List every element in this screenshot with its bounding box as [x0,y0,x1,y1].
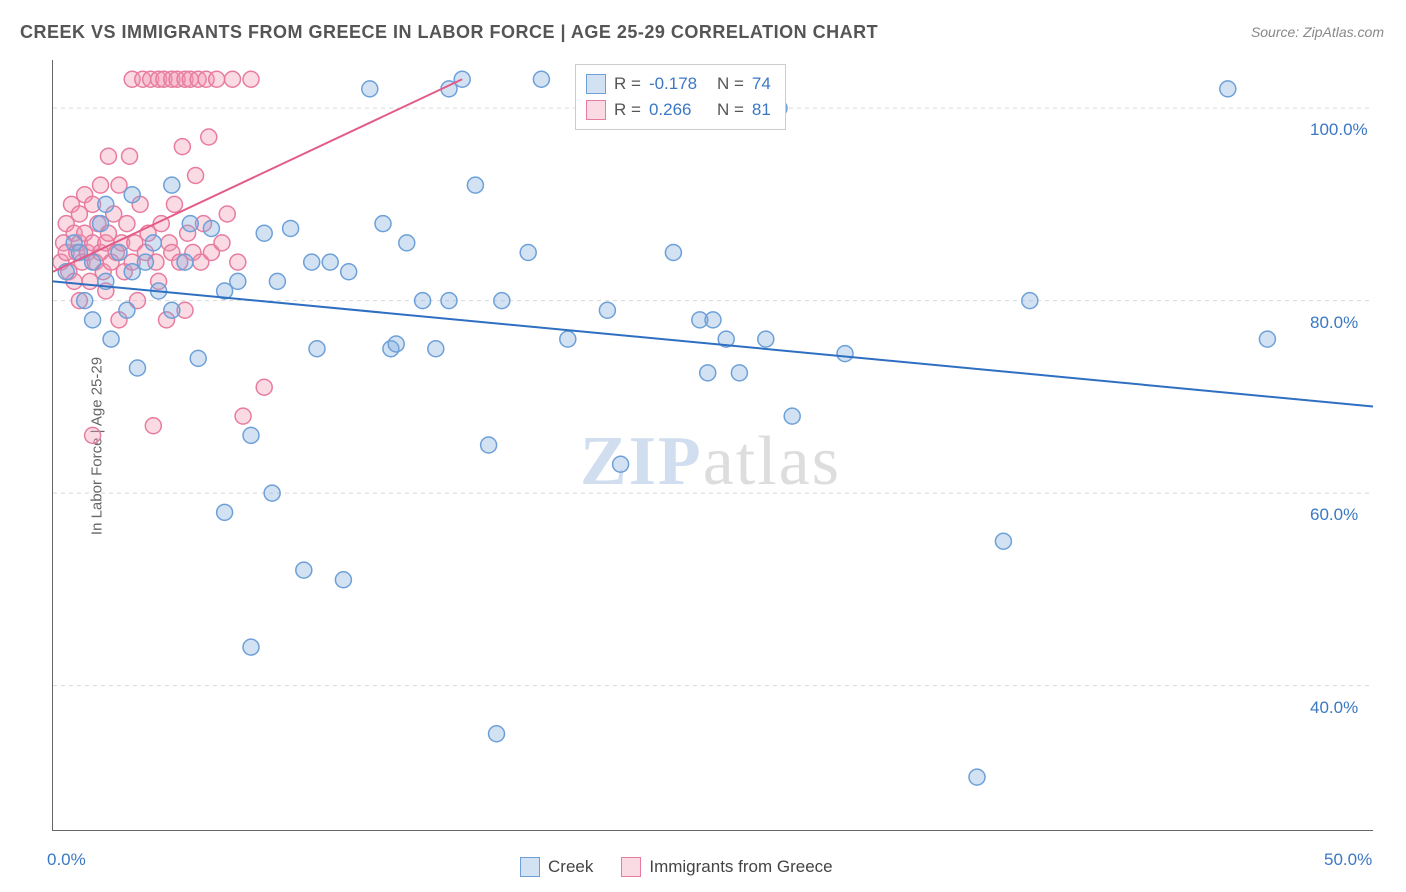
legend-r-label: R = [614,97,641,123]
y-tick-label: 60.0% [1310,505,1358,525]
legend-r-value: 0.266 [649,97,709,123]
y-tick-label: 40.0% [1310,698,1358,718]
series-name: Immigrants from Greece [649,857,832,877]
legend-r-value: -0.178 [649,71,709,97]
source-attribution: Source: ZipAtlas.com [1251,24,1384,40]
y-tick-label: 100.0% [1310,120,1368,140]
legend-swatch [586,100,606,120]
source-name: ZipAtlas.com [1303,24,1384,40]
legend-n-label: N = [717,97,744,123]
legend-n-value: 81 [752,97,771,123]
legend-n-value: 74 [752,71,771,97]
source-label: Source: [1251,24,1303,40]
scatter-plot [52,60,1373,831]
correlation-legend: R = -0.178 N = 74 R = 0.266 N = 81 [575,64,786,130]
series-name: Creek [548,857,593,877]
series-legend: Creek Immigrants from Greece [520,857,833,877]
chart-container: CREEK VS IMMIGRANTS FROM GREECE IN LABOR… [0,0,1406,892]
legend-swatch [520,857,540,877]
legend-row: R = 0.266 N = 81 [586,97,771,123]
legend-swatch [621,857,641,877]
legend-row: R = -0.178 N = 74 [586,71,771,97]
legend-n-label: N = [717,71,744,97]
series-legend-item: Creek [520,857,593,877]
y-tick-label: 80.0% [1310,313,1358,333]
series-legend-item: Immigrants from Greece [621,857,832,877]
x-axis-min-label: 0.0% [47,850,86,870]
legend-r-label: R = [614,71,641,97]
chart-title: CREEK VS IMMIGRANTS FROM GREECE IN LABOR… [20,22,878,43]
legend-swatch [586,74,606,94]
x-axis-max-label: 50.0% [1324,850,1372,870]
